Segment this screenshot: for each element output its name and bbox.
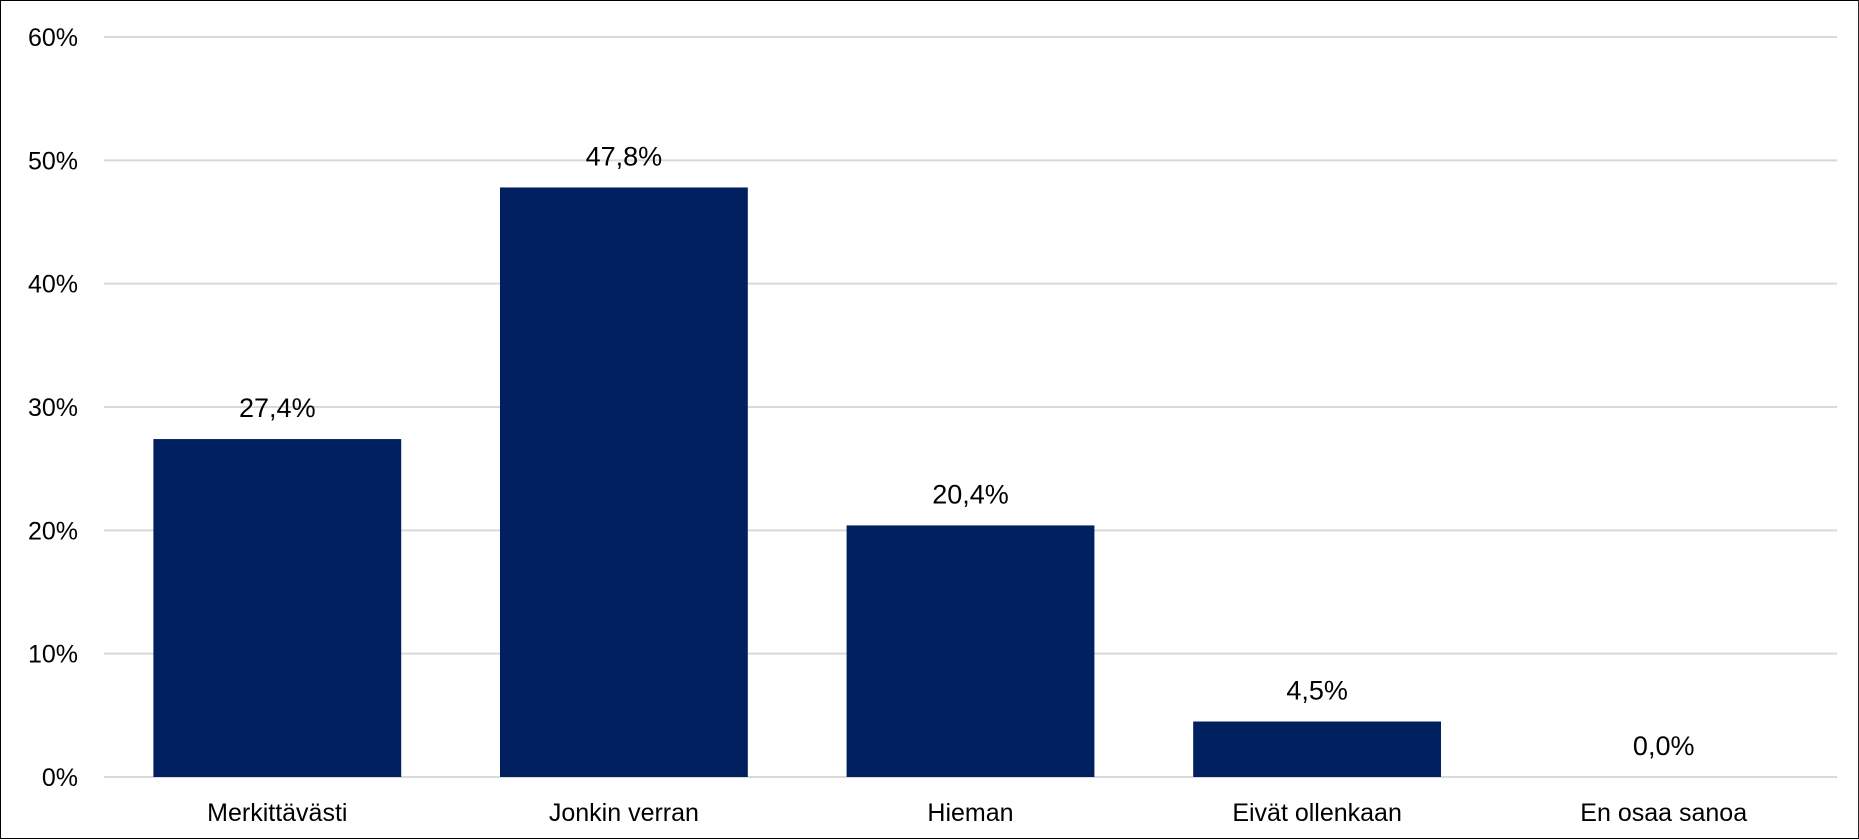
data-label: 27,4% — [239, 393, 316, 423]
bar — [153, 439, 402, 777]
bars — [153, 187, 1442, 777]
bar — [846, 525, 1095, 777]
category-label: Jonkin verran — [549, 799, 699, 827]
category-label: En osaa sanoa — [1580, 799, 1747, 827]
x-axis-category-labels: Merkittävästi Jonkin verran Hieman Eivät ol… — [207, 799, 1747, 827]
category-label: Eivät ollenkaan — [1232, 799, 1402, 827]
category-label: Merkittävästi — [207, 799, 347, 827]
y-tick-label: 40% — [28, 271, 78, 299]
bar — [1193, 721, 1442, 777]
y-tick-label: 60% — [28, 24, 78, 52]
data-labels: 27,4% 47,8% 20,4% 4,5% 0,0% — [239, 141, 1694, 761]
y-tick-label: 30% — [28, 394, 78, 422]
category-label: Hieman — [927, 799, 1013, 827]
y-tick-label: 0% — [42, 764, 78, 792]
y-tick-label: 20% — [28, 517, 78, 545]
data-label: 4,5% — [1286, 676, 1348, 706]
bar — [499, 187, 748, 777]
data-label: 20,4% — [932, 479, 1009, 509]
data-label: 0,0% — [1633, 731, 1695, 761]
y-axis-tick-labels: 0% 10% 20% 30% 40% 50% 60% — [28, 24, 78, 792]
y-tick-label: 50% — [28, 147, 78, 175]
data-label: 47,8% — [586, 141, 663, 171]
y-tick-label: 10% — [28, 641, 78, 669]
